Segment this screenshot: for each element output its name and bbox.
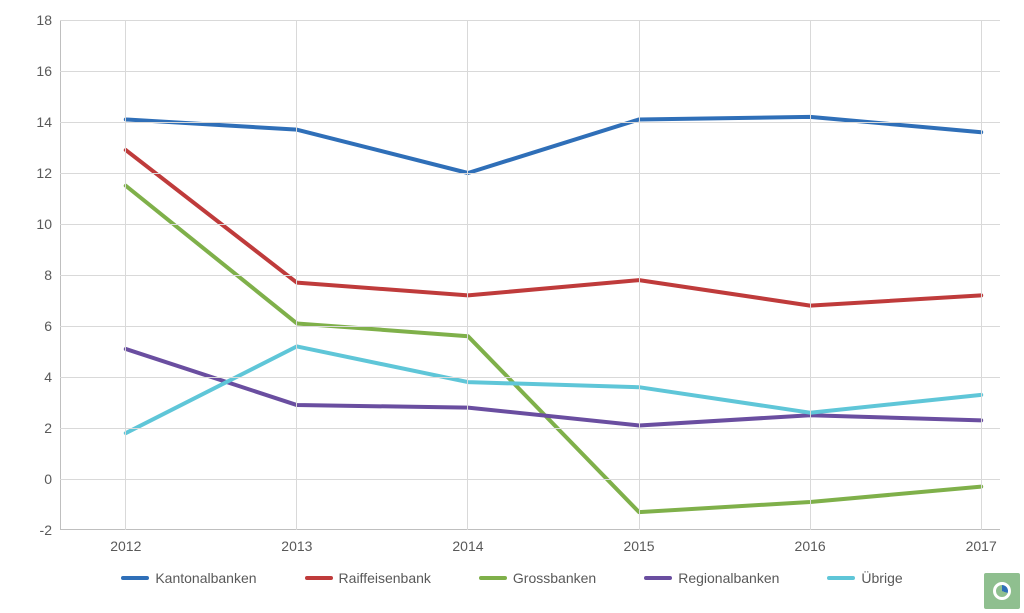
x-axis-tick-label: 2015 [609,538,669,554]
grid-line-vertical [810,20,811,530]
legend-item: Grossbanken [479,570,596,586]
series-line [126,186,981,512]
grid-line [60,173,1000,174]
y-axis-tick-label: 6 [12,318,52,334]
legend: Kantonalbanken Raiffeisenbank Grossbanken R… [0,570,1024,586]
grid-line [60,275,1000,276]
legend-swatch [479,576,507,580]
x-axis-tick-label: 2013 [267,538,327,554]
series-line [126,349,981,426]
legend-label: Kantonalbanken [155,570,256,586]
legend-item: Raiffeisenbank [305,570,431,586]
legend-item: Regionalbanken [644,570,779,586]
y-axis-tick-label: 14 [12,114,52,130]
x-axis-tick-label: 2017 [951,538,1011,554]
x-axis-tick-label: 2014 [438,538,498,554]
chart-lines [0,0,1024,613]
x-axis-tick-label: 2012 [96,538,156,554]
legend-label: Grossbanken [513,570,596,586]
grid-line [60,122,1000,123]
y-axis-tick-label: 18 [12,12,52,28]
grid-line-vertical [467,20,468,530]
grid-line-vertical [125,20,126,530]
legend-item: Kantonalbanken [121,570,256,586]
grid-line-vertical [981,20,982,530]
y-axis-tick-label: 2 [12,420,52,436]
legend-swatch [121,576,149,580]
legend-swatch [827,576,855,580]
grid-line [60,428,1000,429]
y-axis-tick-label: 10 [12,216,52,232]
y-axis-tick-label: 8 [12,267,52,283]
y-axis-tick-label: 16 [12,63,52,79]
grid-line [60,224,1000,225]
legend-swatch [644,576,672,580]
grid-line [60,71,1000,72]
line-chart: Kantonalbanken Raiffeisenbank Grossbanken R… [0,0,1024,613]
legend-swatch [305,576,333,580]
grid-line-vertical [296,20,297,530]
grid-line [60,377,1000,378]
legend-item: Übrige [827,570,902,586]
legend-label: Übrige [861,570,902,586]
y-axis-tick-label: -2 [12,522,52,538]
legend-label: Regionalbanken [678,570,779,586]
series-line [126,117,981,173]
y-axis-tick-label: 0 [12,471,52,487]
y-axis-tick-label: 4 [12,369,52,385]
pie-chart-icon [984,573,1020,609]
x-axis-tick-label: 2016 [780,538,840,554]
grid-line [60,479,1000,480]
grid-line [60,20,1000,21]
legend-label: Raiffeisenbank [339,570,431,586]
y-axis-tick-label: 12 [12,165,52,181]
grid-line-vertical [639,20,640,530]
grid-line [60,326,1000,327]
